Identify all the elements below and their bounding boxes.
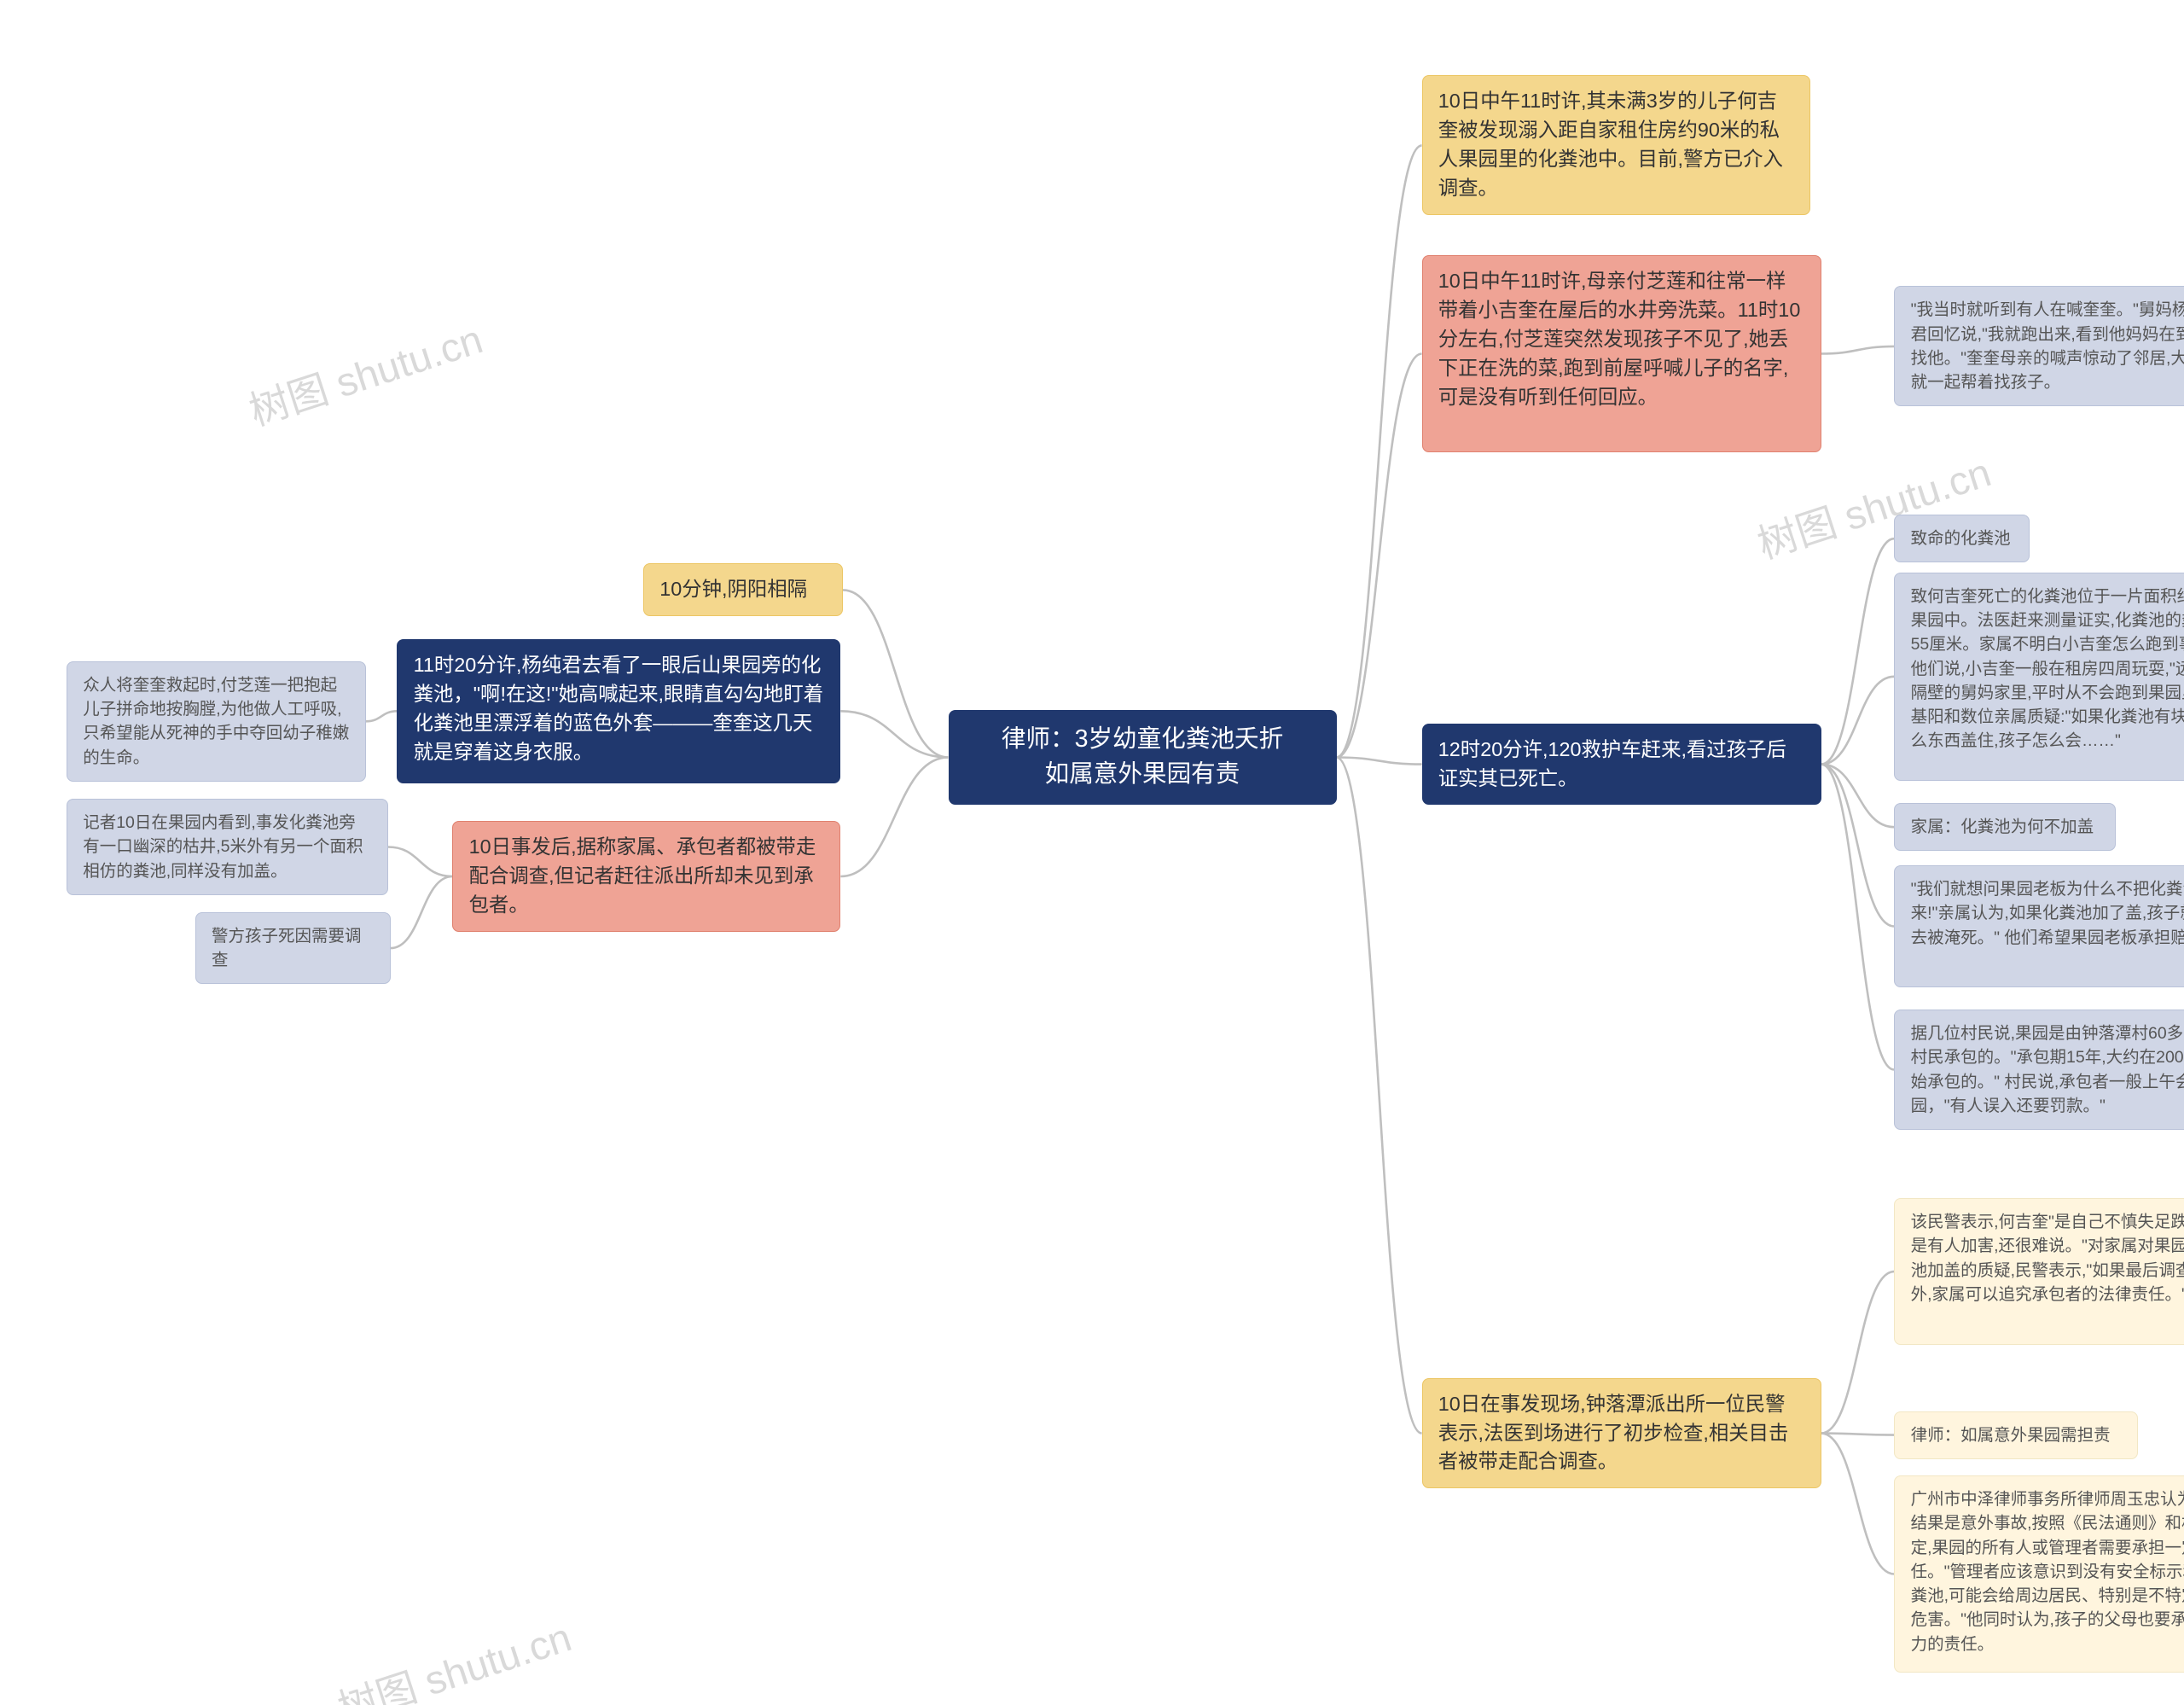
connector [840, 758, 948, 877]
connector [1821, 765, 1895, 828]
connector [1821, 346, 1895, 354]
node-r3: 12时20分许,120救护车赶来,看过孩子后证实其已死亡。 [1422, 724, 1821, 806]
connector [843, 590, 949, 757]
node-r3d: "我们就想问果园老板为什么不把化粪池盖起来!"亲属认为,如果化粪池加了盖,孩子就… [1894, 865, 2184, 987]
connector [366, 711, 397, 721]
node-r1: 10日中午11时许,其未满3岁的儿子何吉奎被发现溺入距自家租住房约90米的私人果… [1422, 75, 1810, 215]
connector [1337, 145, 1422, 757]
connector [1337, 758, 1422, 1434]
node-l2: 11时20分许,杨纯君去看了一眼后山果园旁的化粪池，"啊!在这!"她高喊起来,眼… [397, 639, 840, 783]
connector [1821, 765, 1895, 927]
node-l2a: 众人将奎奎救起时,付芝莲一把抱起儿子拼命地按胸膛,为他做人工呼吸,只希望能从死神… [67, 661, 366, 782]
node-r2: 10日中午11时许,母亲付芝莲和往常一样带着小吉奎在屋后的水井旁洗菜。11时10… [1422, 255, 1821, 452]
node-l3b: 警方孩子死因需要调查 [195, 912, 391, 985]
connector [1821, 1434, 1895, 1574]
connector [1337, 354, 1422, 758]
node-root: 律师：3岁幼童化粪池夭折如属意外果园有责 [949, 710, 1337, 805]
connector [391, 876, 453, 948]
connector [1821, 677, 1895, 765]
node-l1: 10分钟,阴阳相隔 [643, 563, 843, 616]
node-r4a: 该民警表示,何吉奎"是自己不慎失足跌入死亡还是有人加害,还很难说。"对家属对果园… [1894, 1198, 2184, 1345]
node-r4: 10日在事发现场,钟落潭派出所一位民警表示,法医到场进行了初步检查,相关目击者被… [1422, 1378, 1821, 1489]
connector [388, 847, 452, 877]
connector [840, 711, 948, 757]
node-r3a: 致命的化粪池 [1894, 515, 2030, 562]
node-l3: 10日事发后,据称家属、承包者都被带走配合调查,但记者赶往派出所却未见到承包者。 [452, 821, 840, 932]
watermark: 树图 shutu.cn [241, 308, 489, 437]
node-r3b: 致何吉奎死亡的化粪池位于一片面积约七八亩的果园中。法医赶来测量证实,化粪池的粪水… [1894, 573, 2184, 781]
node-r2a: "我当时就听到有人在喊奎奎。"舅妈杨纯君回忆说,"我就跑出来,看到他妈妈在到处找… [1894, 286, 2184, 406]
node-r4c: 广州市中泽律师事务所律师周玉忠认为,如果调查结果是意外事故,按照《民法通则》和相… [1894, 1475, 2184, 1673]
mindmap-canvas: 树图 shutu.cn树图 shutu.cn树图 shutu.cn律师：3岁幼童… [0, 0, 2184, 1705]
node-r3e: 据几位村民说,果园是由钟落潭村60多岁的周姓村民承包的。"承包期15年,大约在2… [1894, 1010, 2184, 1130]
connector [1821, 765, 1895, 1070]
connector [1821, 538, 1895, 764]
node-r4b: 律师：如属意外果园需担责 [1894, 1411, 2138, 1459]
node-r3c: 家属：化粪池为何不加盖 [1894, 803, 2116, 851]
connector [1821, 1434, 1895, 1435]
connector [1337, 758, 1422, 765]
watermark: 树图 shutu.cn [330, 1606, 578, 1705]
connector [1821, 1271, 1895, 1434]
node-l3a: 记者10日在果园内看到,事发化粪池旁有一口幽深的枯井,5米外有另一个面积相仿的粪… [67, 799, 388, 895]
